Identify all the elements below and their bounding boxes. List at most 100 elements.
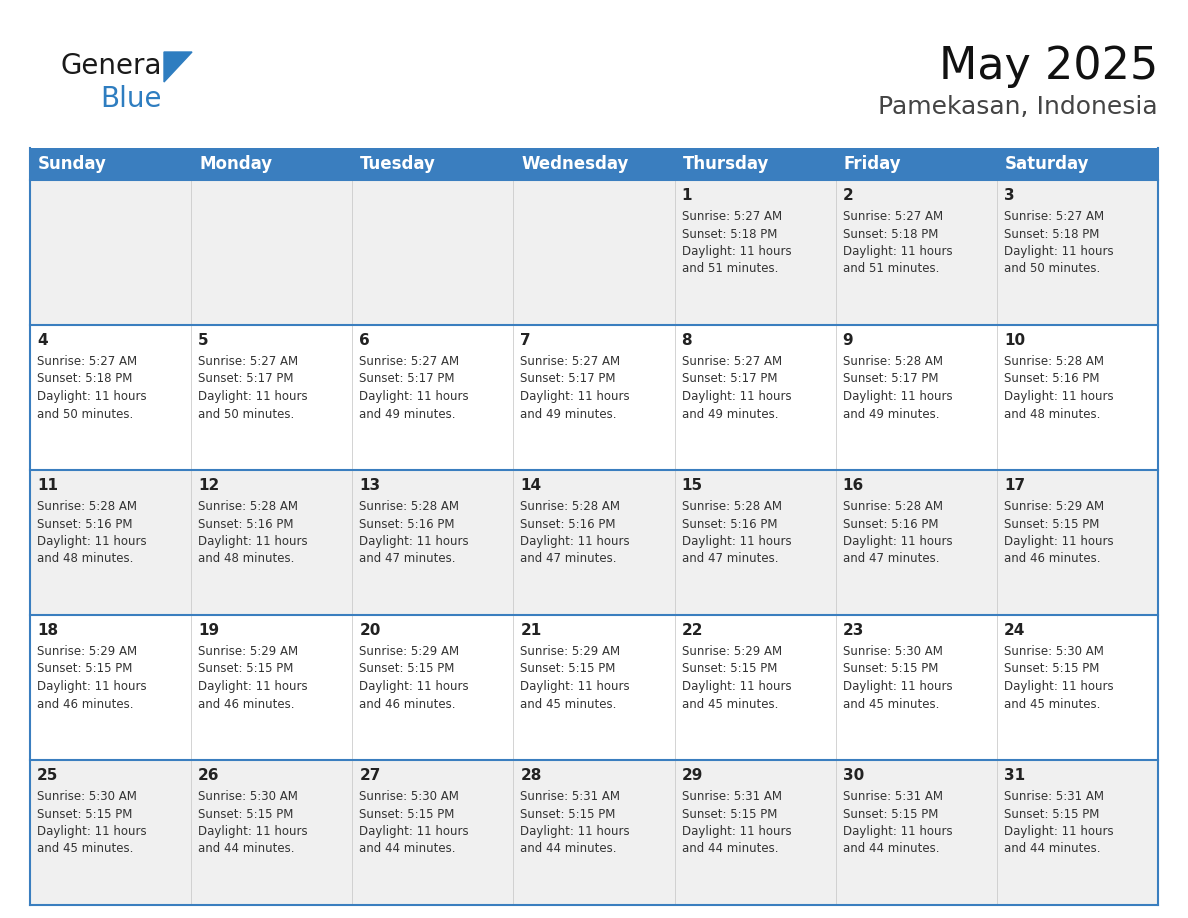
Text: Daylight: 11 hours: Daylight: 11 hours — [37, 680, 146, 693]
Text: Sunrise: 5:30 AM: Sunrise: 5:30 AM — [842, 645, 942, 658]
Text: Sunset: 5:18 PM: Sunset: 5:18 PM — [682, 228, 777, 241]
Text: and 49 minutes.: and 49 minutes. — [842, 408, 940, 420]
Text: Daylight: 11 hours: Daylight: 11 hours — [520, 825, 630, 838]
Text: Sunrise: 5:27 AM: Sunrise: 5:27 AM — [842, 210, 943, 223]
Text: Sunset: 5:16 PM: Sunset: 5:16 PM — [682, 518, 777, 531]
Text: Sunset: 5:18 PM: Sunset: 5:18 PM — [1004, 228, 1099, 241]
Text: 31: 31 — [1004, 768, 1025, 783]
Text: 2: 2 — [842, 188, 853, 203]
Text: and 44 minutes.: and 44 minutes. — [842, 843, 940, 856]
Text: and 46 minutes.: and 46 minutes. — [37, 698, 133, 711]
Text: and 44 minutes.: and 44 minutes. — [198, 843, 295, 856]
Text: Sunrise: 5:29 AM: Sunrise: 5:29 AM — [37, 645, 137, 658]
Text: Sunset: 5:15 PM: Sunset: 5:15 PM — [37, 663, 132, 676]
Text: and 47 minutes.: and 47 minutes. — [520, 553, 617, 565]
Text: and 50 minutes.: and 50 minutes. — [37, 408, 133, 420]
Text: and 44 minutes.: and 44 minutes. — [682, 843, 778, 856]
Text: 18: 18 — [37, 623, 58, 638]
Text: Sunrise: 5:27 AM: Sunrise: 5:27 AM — [359, 355, 460, 368]
Text: Sunrise: 5:29 AM: Sunrise: 5:29 AM — [198, 645, 298, 658]
Text: Daylight: 11 hours: Daylight: 11 hours — [198, 825, 308, 838]
Text: Daylight: 11 hours: Daylight: 11 hours — [682, 245, 791, 258]
Text: 23: 23 — [842, 623, 864, 638]
Text: Daylight: 11 hours: Daylight: 11 hours — [682, 390, 791, 403]
Text: and 44 minutes.: and 44 minutes. — [520, 843, 617, 856]
Text: and 46 minutes.: and 46 minutes. — [1004, 553, 1100, 565]
Text: May 2025: May 2025 — [939, 45, 1158, 88]
Bar — [30, 180, 1158, 325]
Text: Sunset: 5:15 PM: Sunset: 5:15 PM — [520, 663, 615, 676]
Text: 19: 19 — [198, 623, 220, 638]
Text: Sunset: 5:17 PM: Sunset: 5:17 PM — [682, 373, 777, 386]
Text: Sunrise: 5:29 AM: Sunrise: 5:29 AM — [682, 645, 782, 658]
Text: Sunset: 5:15 PM: Sunset: 5:15 PM — [198, 663, 293, 676]
Text: Sunrise: 5:28 AM: Sunrise: 5:28 AM — [198, 500, 298, 513]
Text: Sunrise: 5:27 AM: Sunrise: 5:27 AM — [198, 355, 298, 368]
Text: and 44 minutes.: and 44 minutes. — [1004, 843, 1100, 856]
Text: Daylight: 11 hours: Daylight: 11 hours — [520, 535, 630, 548]
Text: 3: 3 — [1004, 188, 1015, 203]
Text: 6: 6 — [359, 333, 369, 348]
Text: Sunrise: 5:30 AM: Sunrise: 5:30 AM — [37, 790, 137, 803]
Text: and 49 minutes.: and 49 minutes. — [682, 408, 778, 420]
Text: and 50 minutes.: and 50 minutes. — [198, 408, 295, 420]
Text: Daylight: 11 hours: Daylight: 11 hours — [520, 390, 630, 403]
Text: and 45 minutes.: and 45 minutes. — [842, 698, 939, 711]
Text: Sunset: 5:18 PM: Sunset: 5:18 PM — [37, 373, 132, 386]
Text: 1: 1 — [682, 188, 693, 203]
Text: Sunset: 5:17 PM: Sunset: 5:17 PM — [520, 373, 615, 386]
Text: Sunrise: 5:31 AM: Sunrise: 5:31 AM — [520, 790, 620, 803]
Text: Daylight: 11 hours: Daylight: 11 hours — [520, 680, 630, 693]
Text: 10: 10 — [1004, 333, 1025, 348]
Text: Thursday: Thursday — [683, 155, 769, 173]
Text: Daylight: 11 hours: Daylight: 11 hours — [1004, 390, 1113, 403]
Text: 17: 17 — [1004, 478, 1025, 493]
Text: 9: 9 — [842, 333, 853, 348]
Text: and 47 minutes.: and 47 minutes. — [842, 553, 940, 565]
Text: Sunrise: 5:27 AM: Sunrise: 5:27 AM — [682, 355, 782, 368]
Text: Sunrise: 5:28 AM: Sunrise: 5:28 AM — [842, 355, 943, 368]
Text: 30: 30 — [842, 768, 864, 783]
Text: Daylight: 11 hours: Daylight: 11 hours — [842, 535, 953, 548]
Text: Daylight: 11 hours: Daylight: 11 hours — [1004, 680, 1113, 693]
Text: 4: 4 — [37, 333, 48, 348]
Text: Daylight: 11 hours: Daylight: 11 hours — [198, 680, 308, 693]
Text: 14: 14 — [520, 478, 542, 493]
Text: Sunrise: 5:27 AM: Sunrise: 5:27 AM — [682, 210, 782, 223]
Text: Sunrise: 5:30 AM: Sunrise: 5:30 AM — [1004, 645, 1104, 658]
Text: Sunset: 5:15 PM: Sunset: 5:15 PM — [842, 663, 939, 676]
Text: Sunrise: 5:28 AM: Sunrise: 5:28 AM — [1004, 355, 1104, 368]
Text: Daylight: 11 hours: Daylight: 11 hours — [198, 535, 308, 548]
Bar — [30, 148, 1158, 180]
Text: 26: 26 — [198, 768, 220, 783]
Text: Sunday: Sunday — [38, 155, 107, 173]
Text: Daylight: 11 hours: Daylight: 11 hours — [842, 680, 953, 693]
Text: General: General — [61, 52, 169, 80]
Text: Sunrise: 5:29 AM: Sunrise: 5:29 AM — [359, 645, 460, 658]
Text: 21: 21 — [520, 623, 542, 638]
Text: Daylight: 11 hours: Daylight: 11 hours — [682, 680, 791, 693]
Text: 27: 27 — [359, 768, 380, 783]
Text: 12: 12 — [198, 478, 220, 493]
Text: Sunrise: 5:29 AM: Sunrise: 5:29 AM — [1004, 500, 1104, 513]
Text: Daylight: 11 hours: Daylight: 11 hours — [37, 390, 146, 403]
Text: Sunset: 5:18 PM: Sunset: 5:18 PM — [842, 228, 939, 241]
Text: Sunrise: 5:31 AM: Sunrise: 5:31 AM — [1004, 790, 1104, 803]
Text: 24: 24 — [1004, 623, 1025, 638]
Text: Blue: Blue — [100, 85, 162, 113]
Text: Sunrise: 5:28 AM: Sunrise: 5:28 AM — [682, 500, 782, 513]
Bar — [30, 760, 1158, 905]
Text: Daylight: 11 hours: Daylight: 11 hours — [198, 390, 308, 403]
Text: Monday: Monday — [200, 155, 272, 173]
Text: Sunset: 5:15 PM: Sunset: 5:15 PM — [520, 808, 615, 821]
Text: 28: 28 — [520, 768, 542, 783]
Text: and 51 minutes.: and 51 minutes. — [682, 263, 778, 275]
Text: Daylight: 11 hours: Daylight: 11 hours — [359, 825, 469, 838]
Text: Sunset: 5:15 PM: Sunset: 5:15 PM — [1004, 663, 1099, 676]
Text: and 49 minutes.: and 49 minutes. — [520, 408, 617, 420]
Text: Daylight: 11 hours: Daylight: 11 hours — [1004, 535, 1113, 548]
Text: Sunrise: 5:30 AM: Sunrise: 5:30 AM — [359, 790, 459, 803]
Text: Daylight: 11 hours: Daylight: 11 hours — [359, 680, 469, 693]
Text: and 46 minutes.: and 46 minutes. — [198, 698, 295, 711]
Polygon shape — [164, 52, 192, 82]
